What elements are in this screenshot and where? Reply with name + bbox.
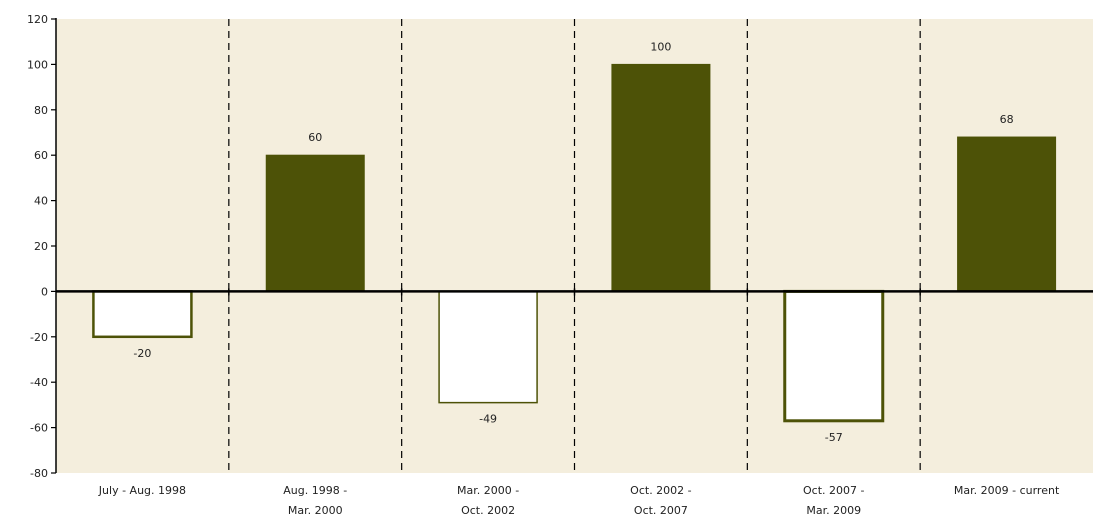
x-category-label: Oct. 2002 -Oct. 2007 — [630, 484, 692, 517]
y-tick-label: 0 — [41, 285, 48, 298]
y-tick-label: 120 — [27, 13, 48, 26]
y-tick-label: -60 — [30, 422, 48, 435]
x-category-label: Aug. 1998 -Mar. 2000 — [283, 484, 347, 517]
y-tick-label: -40 — [30, 376, 48, 389]
bars — [92, 63, 1057, 423]
bar — [957, 136, 1057, 292]
x-axis-labels: July - Aug. 1998 Aug. 1998 -Mar. 2000 Mar.… — [98, 484, 1060, 517]
y-tick-label: 80 — [34, 104, 48, 117]
x-category-label: July - Aug. 1998 — [98, 484, 186, 497]
y-axis-ticks: -80 -60 -40 -20 0 20 40 60 80 100 120 — [27, 13, 56, 480]
y-tick-label: 40 — [34, 195, 48, 208]
bar — [783, 289, 885, 423]
y-tick-label: 60 — [34, 149, 48, 162]
bar — [265, 154, 365, 292]
y-tick-label: -20 — [30, 331, 48, 344]
bar-value-label: -20 — [133, 347, 151, 360]
category-separators — [228, 19, 921, 473]
x-category-label: Mar. 2009 - current — [954, 484, 1060, 497]
bar — [92, 290, 193, 339]
bar-value-label: 68 — [1000, 113, 1014, 126]
y-tick-label: 20 — [34, 240, 48, 253]
x-category-label: Oct. 2007 -Mar. 2009 — [803, 484, 865, 517]
bar-value-label: 100 — [650, 40, 671, 53]
data-labels: -20 60 -49 100 -57 68 — [133, 40, 1013, 443]
y-tick-label: 100 — [27, 58, 48, 71]
bar-value-label: -49 — [479, 413, 497, 426]
bar — [438, 290, 538, 404]
x-category-label: Mar. 2000 -Oct. 2002 — [457, 484, 519, 517]
bar — [611, 63, 711, 292]
bar-value-label: 60 — [308, 131, 322, 144]
y-tick-label: -80 — [30, 467, 48, 480]
bar-value-label: -57 — [825, 431, 843, 444]
